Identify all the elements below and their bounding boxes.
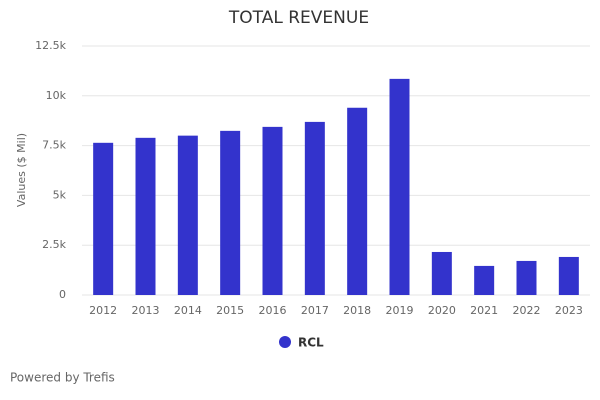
- bar: [262, 126, 283, 295]
- chart-title: TOTAL REVENUE: [228, 8, 369, 28]
- y-tick-label: 7.5k: [42, 139, 66, 152]
- x-tick-label: 2016: [259, 304, 287, 317]
- x-tick-label: 2021: [470, 304, 498, 317]
- bar: [304, 121, 325, 295]
- bar: [135, 137, 156, 295]
- x-tick-label: 2015: [216, 304, 244, 317]
- x-tick-label: 2013: [132, 304, 160, 317]
- legend-marker: [279, 336, 291, 348]
- bar: [177, 135, 198, 295]
- x-tick-label: 2019: [386, 304, 414, 317]
- x-tick-label: 2012: [89, 304, 117, 317]
- x-tick-label: 2014: [174, 304, 202, 317]
- bar: [220, 130, 241, 295]
- bar: [558, 256, 579, 295]
- y-axis-label: Values ($ Mil): [15, 133, 28, 207]
- y-tick-label: 10k: [46, 89, 67, 102]
- bar: [516, 260, 537, 295]
- bar: [474, 265, 495, 295]
- credit: Powered by Trefis: [10, 371, 115, 385]
- x-tick-label: 2017: [301, 304, 329, 317]
- x-tick-label: 2018: [343, 304, 371, 317]
- x-tick-label: 2022: [513, 304, 541, 317]
- bar: [93, 142, 114, 295]
- y-tick-label: 12.5k: [35, 39, 66, 52]
- x-tick-label: 2020: [428, 304, 456, 317]
- y-tick-label: 2.5k: [42, 238, 66, 251]
- bar: [431, 251, 452, 295]
- bar: [389, 78, 410, 295]
- legend-label: RCL: [298, 336, 324, 350]
- y-tick-label: 0: [59, 288, 66, 301]
- bar: [347, 107, 368, 295]
- y-tick-label: 5k: [53, 188, 67, 201]
- x-tick-label: 2023: [555, 304, 583, 317]
